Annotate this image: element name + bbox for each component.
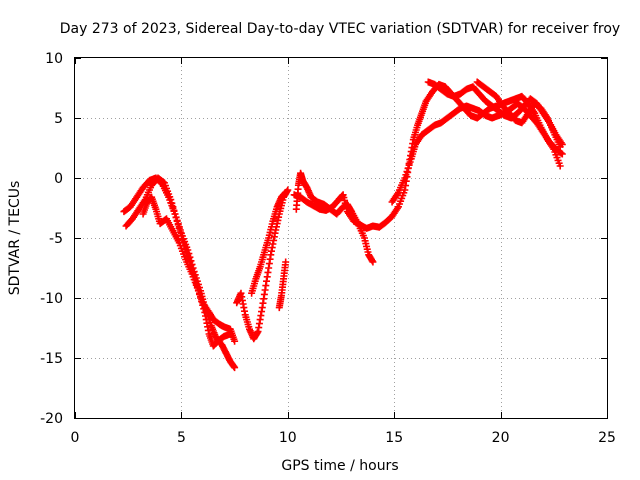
data-point <box>176 228 184 236</box>
data-point <box>402 171 410 179</box>
data-point <box>172 214 180 222</box>
data-point <box>226 330 234 338</box>
data-point <box>168 199 176 207</box>
y-tick-label: 0 <box>54 171 63 187</box>
data-point <box>174 221 182 229</box>
data-point <box>405 161 413 169</box>
y-tick-label: -15 <box>40 351 63 367</box>
data-point <box>184 252 192 260</box>
x-tick-label: 0 <box>71 430 80 446</box>
plot-frame <box>74 57 608 419</box>
y-tick-label: -10 <box>40 291 63 307</box>
data-point <box>556 162 564 170</box>
data-point <box>169 203 177 211</box>
data-point <box>167 196 175 204</box>
data-point <box>197 294 205 302</box>
x-tick-label: 25 <box>598 430 616 446</box>
data-point <box>199 301 207 309</box>
y-tick-label: 5 <box>54 111 63 127</box>
data-point <box>173 217 181 225</box>
data-point <box>195 290 203 298</box>
x-axis-label: GPS time / hours <box>281 458 398 474</box>
x-tick-label: 15 <box>385 430 403 446</box>
x-tick-label: 20 <box>492 430 510 446</box>
data-point <box>369 258 377 266</box>
data-point <box>404 164 412 172</box>
y-tick-label: -5 <box>49 231 63 247</box>
data-point <box>282 188 290 196</box>
series-track-2 <box>122 174 239 345</box>
data-point <box>231 337 239 345</box>
series-track-4 <box>233 186 292 343</box>
series-track-11 <box>473 78 564 151</box>
data-point <box>171 210 179 218</box>
x-tick-label: 5 <box>177 430 186 446</box>
ticks: 0 5 10 15 20 25 -20 -15 -10 -5 0 5 10 <box>40 51 616 446</box>
data-point <box>401 174 409 182</box>
data-point <box>198 298 206 306</box>
data-point <box>406 158 414 166</box>
series-track-3 <box>139 193 234 350</box>
data-point <box>170 206 178 214</box>
y-tick-label: 10 <box>45 51 63 67</box>
chart-title: Day 273 of 2023, Sidereal Day-to-day VTE… <box>60 21 620 37</box>
data-point <box>231 364 239 372</box>
series-track-5 <box>248 188 290 297</box>
series-track-7 <box>292 169 377 266</box>
data-point <box>403 168 411 176</box>
data-point <box>282 258 290 266</box>
data-points <box>120 78 566 372</box>
series-track-6 <box>275 258 290 312</box>
x-tick-label: 10 <box>279 430 297 446</box>
data-point <box>558 150 566 158</box>
data-point <box>175 224 183 232</box>
y-axis-label: SDTVAR / TECUs <box>7 181 23 296</box>
data-point <box>200 305 208 313</box>
data-point <box>194 287 202 295</box>
data-point <box>177 232 185 240</box>
y-tick-label: -20 <box>40 411 63 427</box>
data-point <box>556 143 564 151</box>
